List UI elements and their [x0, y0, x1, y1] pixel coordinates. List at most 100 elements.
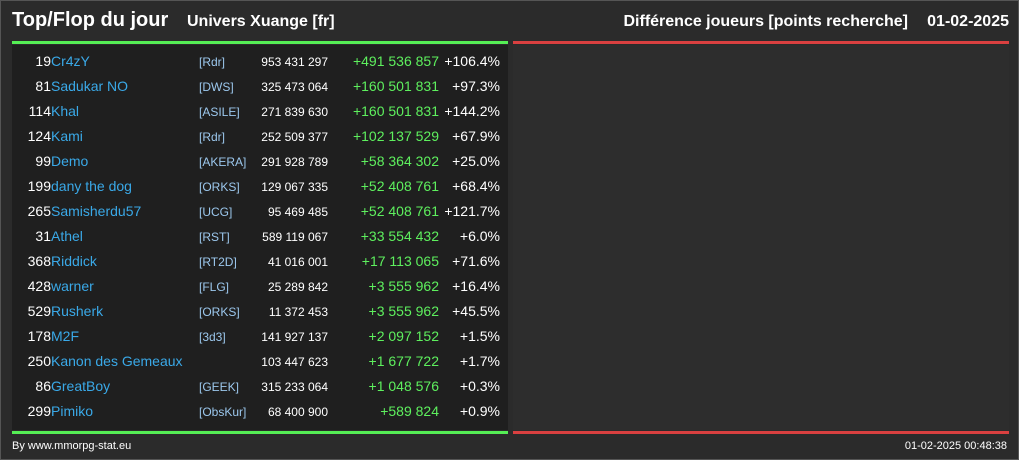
percent-change: +1.7% [459, 353, 500, 369]
percent-change: +121.7% [444, 203, 500, 219]
player-rank: 529 [27, 303, 51, 319]
player-points: 68 400 900 [267, 405, 328, 419]
player-rank: 19 [35, 53, 51, 69]
player-name-link[interactable]: dany the dog [51, 178, 132, 194]
player-name-link[interactable]: warner [51, 278, 94, 294]
flop-players-panel [513, 45, 1009, 430]
player-name-link[interactable]: Athel [51, 228, 83, 244]
points-difference: +3 555 962 [368, 278, 439, 294]
table-row: 265 Samisherdu57 [UCG] 95 469 485 +52 408 76… [12, 200, 508, 225]
percent-change: +144.2% [444, 103, 500, 119]
player-name-link[interactable]: Riddick [51, 253, 97, 269]
table-row: 250 Kanon des Gemeaux 103 447 623 +1 677 72… [12, 350, 508, 375]
table-row: 124 Kami [Rdr] 252 509 377 +102 137 529 +67.9… [12, 125, 508, 150]
points-difference: +17 113 065 [361, 253, 439, 269]
table-row: 114 Khal [ASILE] 271 839 630 +160 501 831 +14… [12, 100, 508, 125]
player-name-link[interactable]: Demo [51, 153, 89, 169]
percent-change: +67.9% [452, 128, 500, 144]
player-points: 11 372 453 [268, 305, 328, 319]
table-row: 178 M2F [3d3] 141 927 137 +2 097 152 +1.5% [12, 325, 508, 350]
points-difference: +491 536 857 [352, 53, 439, 69]
player-name-link[interactable]: Kami [51, 128, 83, 144]
player-rank: 99 [35, 153, 51, 169]
top-players-list: 19 Cr4zY [Rdr] 953 431 297 +491 536 857 +106.… [12, 50, 508, 425]
table-row: 81 Sadukar NO [DWS] 325 473 064 +160 501 831… [12, 75, 508, 100]
player-name-link[interactable]: Sadukar NO [51, 78, 129, 94]
player-points: 129 067 335 [261, 180, 328, 194]
player-name-link[interactable]: Samisherdu57 [51, 203, 142, 219]
points-difference: +102 137 529 [352, 128, 439, 144]
player-points: 271 839 630 [261, 105, 328, 119]
alliance-tag-link[interactable]: [RT2D] [199, 255, 237, 269]
player-points: 589 119 067 [262, 230, 328, 244]
player-points: 95 469 485 [267, 205, 328, 219]
points-difference: +160 501 831 [352, 103, 439, 119]
alliance-tag-link[interactable]: [ORKS] [199, 180, 240, 194]
player-name-link[interactable]: Rusherk [51, 303, 104, 319]
player-name-link[interactable]: M2F [51, 328, 79, 344]
points-difference: +3 555 962 [368, 303, 439, 319]
table-row: 99 Demo [AKERA] 291 928 789 +58 364 302 +25.0… [12, 150, 508, 175]
top-section-divider [12, 41, 508, 44]
alliance-tag-link[interactable]: [FLG] [199, 280, 230, 294]
player-points: 25 289 842 [267, 280, 328, 294]
player-rank: 31 [35, 228, 51, 244]
player-rank: 299 [27, 403, 51, 419]
percent-change: +0.9% [459, 403, 500, 419]
alliance-tag-link[interactable]: [ObsKur] [199, 405, 247, 419]
player-name-link[interactable]: Pimiko [51, 403, 94, 419]
player-points: 315 233 064 [261, 380, 328, 394]
percent-change: +106.4% [444, 53, 500, 69]
player-name-link[interactable]: Kanon des Gemeaux [51, 353, 183, 369]
player-name-link[interactable]: Cr4zY [51, 53, 90, 69]
player-points: 103 447 623 [261, 355, 328, 369]
percent-change: +6.0% [459, 228, 500, 244]
alliance-tag-link[interactable]: [UCG] [199, 205, 233, 219]
percent-change: +71.6% [452, 253, 500, 269]
alliance-tag-link[interactable]: [GEEK] [199, 380, 240, 394]
alliance-tag-link[interactable]: [RST] [199, 230, 230, 244]
player-name-link[interactable]: GreatBoy [51, 378, 111, 394]
source-credit: By www.mmorpg-stat.eu [12, 440, 132, 452]
player-points: 325 473 064 [261, 80, 328, 94]
points-difference: +33 554 432 [360, 228, 439, 244]
alliance-tag-link[interactable]: [3d3] [199, 330, 226, 344]
top-players-panel: 19 Cr4zY [Rdr] 953 431 297 +491 536 857 +106.… [12, 45, 508, 430]
player-rank: 81 [35, 78, 51, 94]
alliance-tag-link[interactable]: [DWS] [199, 80, 234, 94]
alliance-tag-link[interactable]: [AKERA] [199, 155, 247, 169]
alliance-tag-link[interactable]: [ORKS] [199, 305, 240, 319]
percent-change: +1.5% [459, 328, 500, 344]
table-row: 19 Cr4zY [Rdr] 953 431 297 +491 536 857 +106.… [12, 50, 508, 75]
points-difference: +589 824 [380, 403, 439, 419]
alliance-tag-link[interactable]: [Rdr] [199, 130, 226, 144]
points-difference: +2 097 152 [368, 328, 439, 344]
percent-change: +97.3% [452, 78, 500, 94]
alliance-tag-link[interactable]: [Rdr] [199, 55, 226, 69]
page-title: Top/Flop du jour [12, 9, 169, 31]
player-name-link[interactable]: Khal [51, 103, 80, 119]
generated-timestamp: 01-02-2025 00:48:38 [904, 440, 1007, 452]
table-row: 299 Pimiko [ObsKur] 68 400 900 +589 824 +0.9% [12, 400, 508, 425]
flop-section-divider [513, 41, 1009, 44]
table-row: 428 warner [FLG] 25 289 842 +3 555 962 +16.4% [12, 275, 508, 300]
player-rank: 114 [28, 103, 51, 119]
ranking-type-label: Différence joueurs [points recherche] [623, 13, 908, 30]
points-difference: +58 364 302 [360, 153, 439, 169]
header: Top/Flop du jour Univers Xuange [fr] Dif… [1, 1, 1019, 41]
points-difference: +1 048 576 [368, 378, 439, 394]
points-difference: +1 677 722 [368, 353, 439, 369]
player-rank: 368 [27, 253, 51, 269]
table-row: 368 Riddick [RT2D] 41 016 001 +17 113 065 +71… [12, 250, 508, 275]
player-rank: 428 [27, 278, 51, 294]
alliance-tag-link[interactable]: [ASILE] [199, 105, 240, 119]
percent-change: +0.3% [459, 378, 500, 394]
table-row: 31 Athel [RST] 589 119 067 +33 554 432 +6.0% [12, 225, 508, 250]
percent-change: +45.5% [452, 303, 500, 319]
player-rank: 86 [35, 378, 51, 394]
points-difference: +52 408 761 [360, 203, 439, 219]
player-points: 252 509 377 [261, 130, 328, 144]
universe-label: Univers Xuange [fr] [187, 13, 335, 30]
player-rank: 178 [27, 328, 51, 344]
